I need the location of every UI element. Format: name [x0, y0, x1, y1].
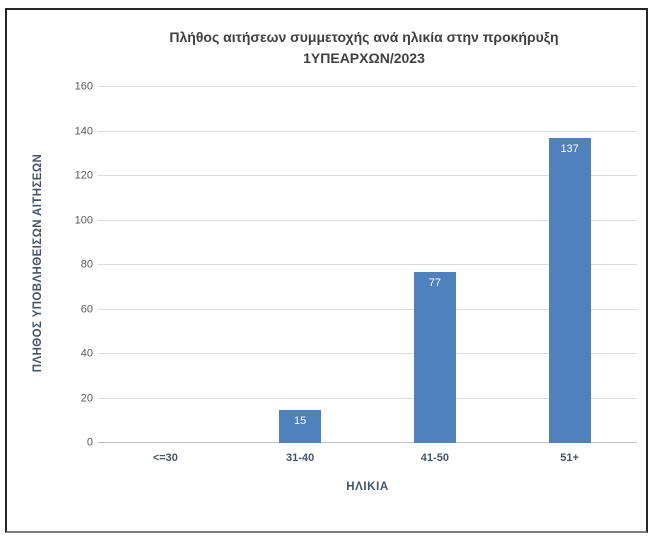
plot-area: 15 77 137 — [98, 86, 637, 443]
bar-1: 15 — [279, 409, 322, 443]
bar-value-label-3: 137 — [560, 143, 579, 156]
bar-value-label-1: 15 — [294, 414, 307, 427]
x-tick-label-2: 41-50 — [420, 452, 449, 464]
y-tick-label-40: 40 — [80, 347, 93, 360]
gridline-40 — [98, 353, 637, 354]
gridline-20 — [98, 397, 637, 399]
y-tick-label-0: 0 — [86, 436, 93, 449]
chart-title: Πλήθος αιτήσεων συμμετοχής ανά ηλικία στ… — [85, 27, 643, 69]
y-tick-label-80: 80 — [80, 258, 93, 271]
gridline-80 — [98, 264, 637, 265]
chart-title-line-2: 1ΥΠΕΑΡΧΩΝ/2023 — [303, 50, 425, 66]
bar-value-label-2: 77 — [428, 276, 441, 289]
gridline-100 — [98, 219, 637, 221]
x-axis-tick-labels: <=30 31-40 41-50 51+ — [98, 452, 637, 467]
x-tick-label-3: 51+ — [560, 452, 579, 464]
y-tick-label-140: 140 — [74, 125, 93, 137]
y-tick-label-160: 160 — [74, 80, 93, 93]
y-tick-label-100: 100 — [74, 214, 93, 226]
y-axis-tick-labels: 0 20 40 60 80 100 120 140 160 — [55, 81, 93, 448]
x-axis-title: ΗΛΙΚΙΑ — [346, 481, 389, 493]
bar-2: 77 — [413, 271, 456, 443]
gridline-160 — [98, 86, 637, 87]
y-tick-label-60: 60 — [80, 303, 93, 315]
y-axis-title: ΠΛΗΘΟΣ ΥΠΟΒΛΗΘΕΙΣΩΝ ΑΙΤΗΣΕΩΝ — [32, 153, 44, 373]
gridline-120 — [98, 175, 637, 176]
chart-title-line-1: Πλήθος αιτήσεων συμμετοχής ανά ηλικία στ… — [169, 29, 559, 45]
x-tick-label-0: <=30 — [152, 452, 178, 464]
y-tick-label-20: 20 — [80, 392, 93, 404]
x-tick-label-1: 31-40 — [286, 452, 315, 464]
gridline-60 — [98, 308, 637, 310]
gridline-140 — [98, 130, 637, 132]
bar-3: 137 — [548, 138, 591, 443]
y-tick-label-120: 120 — [74, 169, 93, 182]
x-axis-line — [98, 442, 637, 443]
